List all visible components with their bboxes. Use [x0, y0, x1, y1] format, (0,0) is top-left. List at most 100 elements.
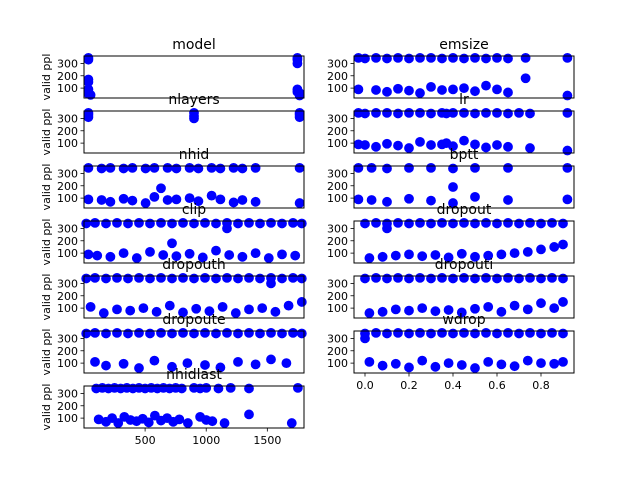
y-tick-label: 200 [57, 70, 78, 83]
data-point [415, 327, 425, 338]
data-point [286, 418, 297, 428]
data-point [377, 306, 388, 317]
subplot-title: dropout [437, 202, 492, 218]
data-point [201, 382, 212, 393]
data-point [353, 162, 364, 173]
data-point [101, 218, 111, 229]
data-point [536, 244, 546, 255]
data-point [112, 217, 122, 228]
data-point [549, 358, 560, 369]
data-point [377, 360, 388, 371]
data-point [470, 328, 480, 339]
data-point [360, 140, 370, 150]
x-tick-label: 0.6 [488, 379, 506, 392]
data-point [549, 242, 560, 252]
data-point [255, 328, 265, 339]
data-point [81, 273, 92, 284]
data-point [167, 238, 177, 249]
data-point [193, 163, 204, 174]
data-point [562, 145, 573, 156]
data-point [415, 52, 425, 63]
data-point [182, 418, 193, 428]
data-point [178, 327, 188, 338]
data-point [426, 108, 436, 119]
data-point [257, 303, 268, 314]
data-point [244, 304, 254, 315]
data-point [483, 301, 494, 312]
data-point [156, 272, 166, 283]
data-point [426, 162, 436, 173]
data-point [288, 217, 298, 228]
data-point [149, 162, 160, 173]
data-point [211, 328, 221, 339]
data-point [562, 52, 573, 63]
data-point [296, 297, 307, 307]
x-tick-label: 0.2 [400, 379, 418, 392]
data-point [85, 301, 96, 312]
y-tick-label: 300 [57, 222, 78, 235]
data-point [360, 108, 370, 119]
data-point [536, 218, 546, 229]
y-tick-label: 300 [327, 167, 348, 180]
x-tick-label: 0.8 [532, 379, 550, 392]
y-axis-label: valid ppl [40, 109, 53, 156]
data-point [101, 360, 111, 371]
data-point [404, 107, 414, 118]
data-point [191, 303, 202, 314]
y-tick-label: 200 [327, 70, 348, 83]
data-point [525, 327, 535, 338]
data-point [382, 163, 392, 174]
data-point [415, 272, 425, 283]
data-point [233, 356, 243, 367]
data-point [514, 107, 524, 118]
data-point [443, 305, 454, 315]
data-point [189, 113, 199, 124]
data-point [470, 273, 480, 284]
data-point [366, 162, 377, 173]
axes-frame [353, 220, 575, 264]
points-dropouti [360, 272, 568, 318]
data-point [393, 140, 403, 151]
data-point [244, 383, 254, 394]
data-point [164, 300, 175, 311]
axes-frame [83, 275, 305, 319]
data-point [189, 273, 199, 284]
y-axis-label: valid ppl [40, 329, 53, 376]
data-point [404, 249, 414, 260]
data-point [393, 217, 403, 228]
data-point [266, 354, 276, 365]
data-point [255, 273, 265, 284]
data-point [404, 305, 414, 316]
data-point [364, 308, 375, 318]
data-point [448, 84, 458, 95]
points-nhid [83, 162, 305, 208]
data-point [371, 85, 381, 95]
data-point [105, 251, 116, 262]
y-tick-label: 100 [327, 137, 348, 150]
y-tick-label: 300 [57, 57, 78, 70]
y-tick-label: 300 [57, 167, 78, 180]
data-point [217, 301, 228, 312]
y-tick-label: 100 [327, 357, 348, 370]
data-point [430, 306, 441, 317]
data-point [417, 355, 428, 366]
data-point [404, 273, 414, 284]
data-point [492, 273, 502, 284]
y-tick-label: 200 [327, 345, 348, 358]
data-point [204, 306, 215, 317]
points-clip [81, 217, 307, 263]
axes-frame [83, 330, 305, 374]
data-point [382, 196, 392, 207]
data-point [83, 249, 94, 260]
data-point [81, 328, 92, 339]
data-point [525, 143, 535, 153]
data-point [509, 361, 520, 372]
data-point [277, 273, 287, 284]
data-point [437, 327, 447, 338]
subplot-title: emsize [439, 37, 488, 53]
data-point [145, 328, 155, 339]
y-tick-label: 300 [57, 277, 78, 290]
